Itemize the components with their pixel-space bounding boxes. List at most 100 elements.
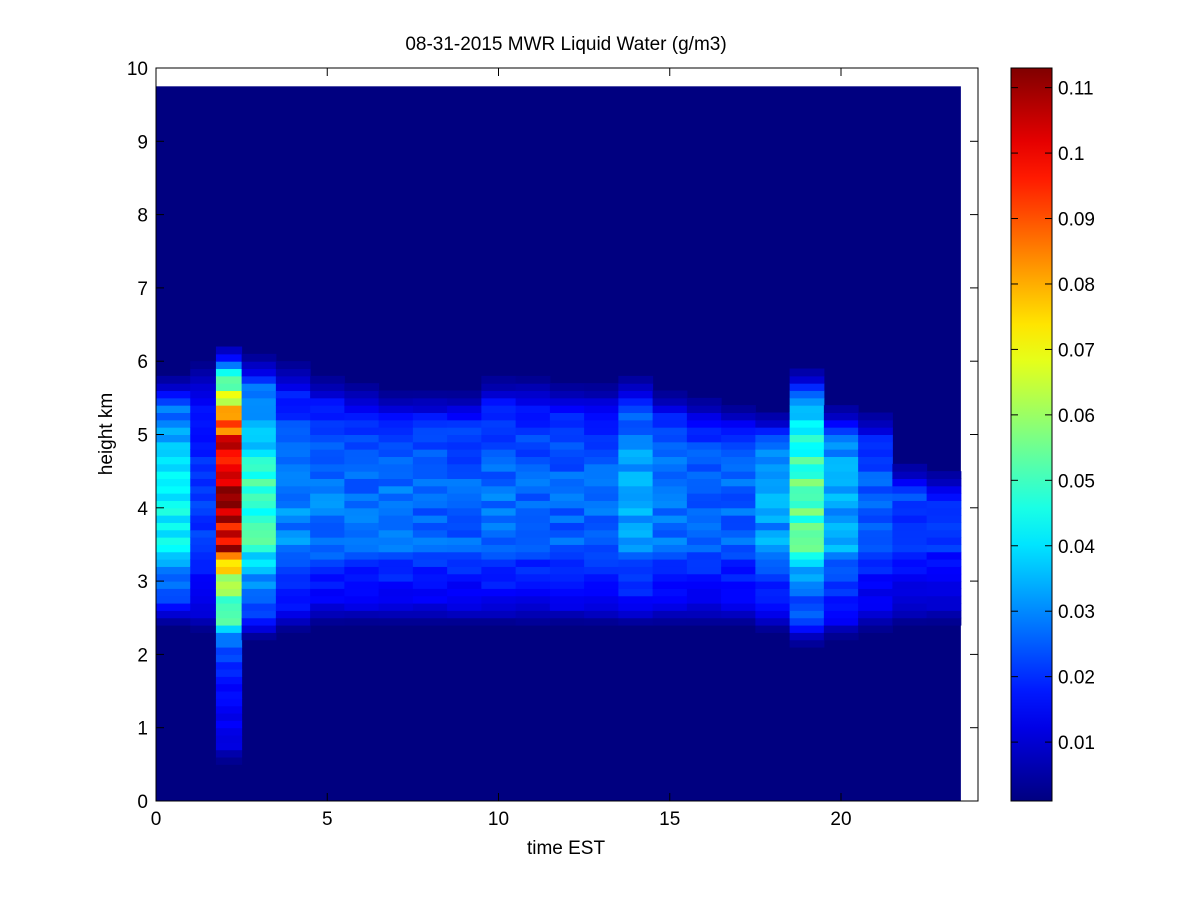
heatmap-cell — [892, 581, 928, 589]
heatmap-cell — [275, 383, 311, 392]
heatmap-cell — [721, 500, 756, 509]
heatmap-cell — [892, 493, 928, 501]
heatmap-cell — [549, 485, 585, 494]
heatmap-cell — [215, 698, 243, 707]
heatmap-cell — [789, 625, 825, 633]
heatmap-cell — [190, 463, 217, 472]
heatmap-cell — [447, 456, 482, 465]
heatmap-cell — [275, 625, 311, 633]
heatmap-cell — [858, 603, 893, 611]
heatmap-cell — [156, 544, 191, 553]
heatmap-cell — [190, 551, 217, 560]
heatmap-cell — [215, 647, 243, 655]
heatmap-cell — [215, 727, 243, 736]
heatmap-cell — [755, 478, 791, 487]
heatmap-cell — [190, 383, 217, 392]
heatmap-cell — [618, 507, 654, 516]
heatmap-cell — [241, 449, 277, 457]
heatmap-cell — [584, 419, 619, 428]
heatmap-cell — [549, 405, 585, 414]
heatmap-cell — [652, 449, 688, 457]
heatmap-cell — [412, 522, 448, 531]
heatmap-cell — [378, 610, 414, 619]
heatmap-cell — [652, 507, 688, 516]
heatmap-cell — [275, 397, 311, 406]
heatmap-cell — [823, 463, 859, 472]
heatmap-cell — [275, 544, 311, 553]
heatmap-cell — [310, 493, 345, 501]
heatmap-cell — [310, 581, 345, 589]
heatmap-cell — [447, 478, 482, 487]
heatmap-cell — [549, 493, 585, 501]
heatmap-cell — [412, 419, 448, 428]
heatmap-cell — [721, 544, 756, 553]
heatmap-cell — [156, 559, 191, 567]
heatmap-cell — [515, 485, 551, 494]
heatmap-cell — [755, 507, 791, 516]
heatmap-cell — [549, 478, 585, 487]
heatmap-cell — [344, 544, 380, 553]
heatmap-cell — [584, 485, 619, 494]
heatmap-cell — [549, 529, 585, 538]
heatmap-cell — [823, 434, 859, 443]
heatmap-cell — [755, 537, 791, 545]
heatmap-cell — [447, 617, 482, 626]
heatmap-cell — [721, 617, 756, 626]
heatmap-cell — [892, 559, 928, 567]
heatmap-cell — [447, 390, 482, 399]
heatmap-cell — [344, 493, 380, 501]
heatmap-cell — [618, 551, 654, 560]
heatmap-cell — [755, 493, 791, 501]
heatmap-cell — [789, 515, 825, 523]
heatmap-cell — [190, 471, 217, 479]
heatmap-cell — [215, 559, 243, 567]
heatmap-cell — [652, 478, 688, 487]
heatmap-cell — [926, 588, 962, 597]
y-axis-ticks: 0 1 2 3 4 5 6 7 8 9 10 — [127, 59, 978, 813]
heatmap-cell — [755, 522, 791, 531]
heatmap-cell — [215, 610, 243, 619]
heatmap-cell — [215, 705, 243, 714]
heatmap-cell — [156, 427, 191, 435]
heatmap-cell — [789, 632, 825, 641]
heatmap-cell — [549, 573, 585, 582]
heatmap-cell — [215, 478, 243, 487]
heatmap-cell — [789, 500, 825, 509]
heatmap-cell — [515, 434, 551, 443]
heatmap-cell — [652, 595, 688, 604]
heatmap-cell — [892, 529, 928, 538]
heatmap-cell — [241, 478, 277, 487]
y-tick-label: 7 — [137, 279, 148, 300]
heatmap-cell — [789, 375, 825, 384]
heatmap-cell — [515, 375, 551, 384]
heatmap-cell — [241, 625, 277, 633]
heatmap-cell — [241, 463, 277, 472]
heatmap-cell — [549, 551, 585, 560]
heatmap-cell — [275, 559, 311, 567]
heatmap-cell — [344, 441, 380, 450]
heatmap-cell — [378, 427, 414, 435]
heatmap-cell — [892, 566, 928, 575]
heatmap-cell — [549, 522, 585, 531]
heatmap-cell — [549, 449, 585, 457]
heatmap-cell — [686, 529, 722, 538]
x-axis-label: time EST — [527, 838, 606, 859]
y-tick-label: 2 — [137, 645, 148, 666]
heatmap-cell — [584, 397, 619, 406]
heatmap-cell — [190, 449, 217, 457]
heatmap-cell — [156, 500, 191, 509]
heatmap-cell — [215, 471, 243, 479]
heatmap-cell — [156, 434, 191, 443]
heatmap-cell — [652, 566, 688, 575]
heatmap-cell — [652, 405, 688, 414]
heatmap-cell — [481, 610, 517, 619]
heatmap-cell — [156, 405, 191, 414]
heatmap-cell — [156, 529, 191, 538]
heatmap-cell — [652, 434, 688, 443]
heatmap-cell — [412, 493, 448, 501]
heatmap-cell — [858, 610, 893, 619]
heatmap-cell — [721, 537, 756, 545]
heatmap-cell — [310, 434, 345, 443]
heatmap-cell — [721, 463, 756, 472]
heatmap-cell — [447, 493, 482, 501]
